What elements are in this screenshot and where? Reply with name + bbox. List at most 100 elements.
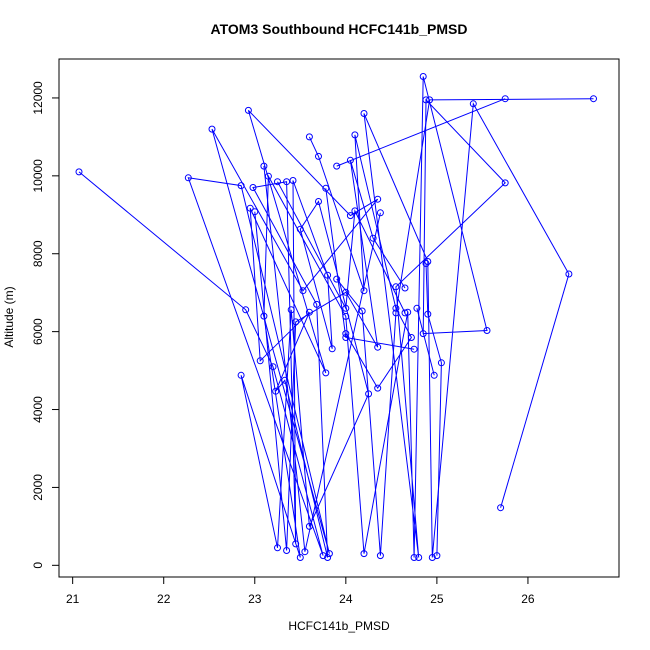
data-point	[333, 162, 341, 170]
data-point	[184, 174, 192, 182]
data-point	[301, 548, 309, 556]
data-point	[269, 363, 277, 371]
data-point	[342, 288, 350, 296]
data-point	[565, 270, 573, 278]
y-axis: 0 2000 4000 6000 8000 10000 12000	[31, 81, 60, 569]
data-point	[501, 95, 509, 103]
series-line	[336, 98, 506, 167]
data-series	[413, 304, 438, 379]
data-point	[292, 540, 300, 548]
data-point	[428, 554, 436, 561]
x-tick-label: 24	[339, 592, 353, 606]
series-line	[336, 98, 594, 556]
data-point	[374, 384, 382, 392]
data-point	[237, 371, 245, 379]
data-point	[305, 133, 313, 141]
data-point	[251, 208, 259, 216]
data-series	[422, 260, 445, 560]
data-point	[419, 330, 427, 338]
data-point	[299, 287, 307, 295]
data-point	[419, 73, 427, 80]
data-point	[289, 177, 297, 184]
y-tick-label: 2000	[31, 474, 45, 501]
y-tick-label: 6000	[31, 318, 45, 345]
data-point	[426, 96, 434, 104]
data-series	[333, 95, 597, 560]
data-point	[358, 307, 366, 315]
data-point	[376, 552, 384, 560]
data-point	[325, 550, 333, 558]
data-point	[322, 369, 330, 377]
data-series	[251, 156, 409, 554]
data-point	[292, 318, 300, 326]
data-point	[315, 152, 322, 160]
data-point	[410, 345, 418, 353]
data-point	[360, 110, 368, 117]
data-point	[342, 304, 350, 312]
data-series	[274, 178, 409, 317]
data-point	[346, 156, 354, 164]
data-point	[319, 552, 327, 560]
y-axis-label: Altitude (m)	[2, 286, 16, 347]
data-point	[274, 178, 281, 186]
x-axis-label: HCFC141b_PMSD	[288, 619, 390, 633]
x-tick-label: 22	[157, 592, 171, 606]
data-point	[342, 334, 350, 341]
data-point	[424, 310, 432, 318]
data-point	[424, 258, 432, 265]
data-point	[401, 284, 409, 292]
data-series	[333, 95, 509, 170]
series-line	[277, 181, 406, 314]
series-line	[416, 308, 435, 376]
data-series	[75, 73, 573, 561]
data-point	[346, 212, 354, 220]
x-tick-label: 25	[430, 592, 444, 606]
data-point	[272, 387, 280, 395]
data-point	[469, 100, 477, 108]
series-line	[325, 188, 415, 350]
data-point	[433, 552, 441, 560]
data-series	[322, 184, 418, 353]
data-point	[287, 306, 295, 314]
data-point	[374, 343, 382, 351]
data-point	[322, 184, 330, 192]
data-point	[401, 309, 409, 317]
y-tick-label: 12000	[31, 81, 45, 115]
data-series	[260, 162, 384, 556]
data-point	[274, 544, 281, 552]
data-point	[246, 204, 254, 212]
series-line	[308, 134, 412, 390]
data-point	[392, 304, 400, 312]
data-point	[237, 182, 245, 190]
x-tick-label: 26	[521, 592, 535, 606]
data-point	[283, 178, 291, 186]
data-point	[374, 195, 382, 203]
y-tick-label: 10000	[31, 159, 45, 193]
data-point	[244, 106, 252, 114]
series-layer	[75, 73, 597, 561]
series-line	[254, 160, 406, 551]
data-point	[422, 260, 430, 267]
data-point	[369, 234, 377, 242]
data-point	[260, 162, 268, 170]
data-point	[296, 554, 304, 561]
x-axis: 21 22 23 24 25 26	[66, 576, 535, 606]
data-point	[242, 306, 250, 314]
x-tick-label: 23	[248, 592, 262, 606]
data-point	[256, 357, 264, 365]
chart-title: ATOM3 Southbound HCFC141b_PMSD	[211, 21, 468, 37]
data-point	[376, 209, 384, 217]
data-point	[422, 96, 430, 104]
series-line	[263, 166, 381, 552]
series-line	[425, 263, 442, 556]
data-point	[324, 271, 332, 279]
data-point	[281, 376, 289, 384]
data-point	[392, 283, 400, 291]
data-point	[351, 207, 359, 215]
data-point	[501, 179, 509, 187]
data-point	[324, 554, 332, 561]
data-point	[497, 504, 505, 512]
data-point	[313, 300, 321, 308]
data-point	[208, 125, 216, 133]
